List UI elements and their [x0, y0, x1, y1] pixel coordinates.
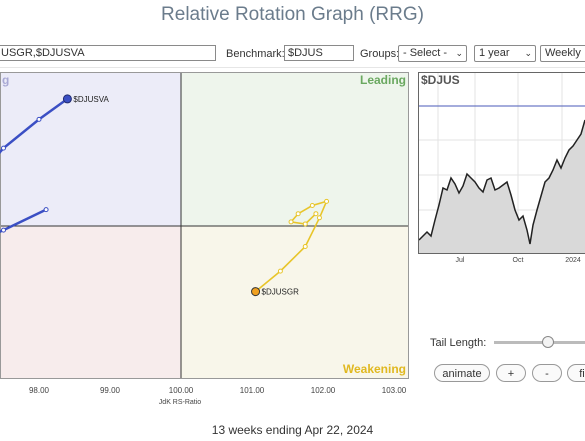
rrg-tail-point[interactable]	[302, 244, 308, 249]
benchmark-symbol: $DJUS	[421, 73, 460, 87]
rrg-tail-point[interactable]	[277, 268, 283, 274]
benchmark-chart: $DJUS Jul Oct 2024	[418, 72, 585, 264]
rrg-head-point[interactable]	[251, 287, 261, 297]
rrg-tail-point[interactable]	[295, 211, 301, 217]
rrg-x-ticks: 98.00 99.00 100.00 101.00 102.00 103.00	[29, 386, 407, 395]
benchmark-line	[418, 119, 585, 245]
tail-length-slider[interactable]	[494, 341, 585, 344]
rrg-tail-point[interactable]	[288, 219, 294, 225]
benchmark-x-tick-label: Oct	[513, 257, 524, 264]
weakening-quadrant	[181, 226, 409, 379]
rrg-tail-point[interactable]	[324, 198, 330, 204]
rrg-x-tick-label: 98.00	[29, 386, 50, 395]
improving-quadrant	[0, 72, 181, 226]
tail-length-label: Tail Length:	[430, 337, 487, 349]
rrg-plot[interactable]: g Leading Weakening $DJUSVA $DJUSGR	[0, 72, 409, 379]
rrg-tail-line	[0, 208, 47, 233]
rrg-tail-point[interactable]	[1, 145, 6, 151]
benchmark-label: Benchmark:	[226, 48, 285, 60]
lagging-quadrant	[0, 226, 181, 379]
chevron-down-icon: ⌄	[524, 48, 532, 58]
rrg-series-label: $DJUSVA	[73, 95, 109, 104]
chevron-down-icon: ⌄	[455, 48, 463, 58]
rrg-tail-point[interactable]	[316, 215, 322, 221]
rrg-x-axis-title: JdK RS-Ratio	[159, 399, 202, 406]
rrg-tail-point[interactable]	[302, 221, 308, 227]
weakening-label: Weakening	[343, 362, 406, 376]
rrg-tail-point[interactable]	[36, 116, 42, 122]
groups-label: Groups:	[360, 48, 400, 60]
rrg-tails: $DJUSVA $DJUSGR	[0, 94, 330, 297]
improving-label-fragment: g	[2, 73, 9, 87]
symbols-input[interactable]: USGR,$DJUSVA	[0, 45, 216, 61]
animate-button[interactable]: animate	[434, 364, 490, 382]
rrg-head-point[interactable]	[62, 94, 72, 104]
rrg-tail-point[interactable]	[43, 207, 49, 213]
rrg-tail-point[interactable]	[309, 203, 315, 208]
rrg-x-tick-label: 100.00	[169, 386, 194, 395]
benchmark-x-tick-label: Jul	[456, 257, 465, 264]
benchmark-input[interactable]: $DJUS	[284, 45, 354, 61]
rrg-tail-point[interactable]	[313, 211, 319, 217]
benchmark-x-tick-label: 2024	[565, 257, 581, 264]
rrg-x-tick-label: 99.00	[100, 386, 121, 395]
rrg-x-tick-label: 103.00	[382, 386, 407, 395]
zoom-in-button[interactable]: +	[496, 364, 526, 382]
tail-length-slider-thumb[interactable]	[542, 336, 554, 348]
period-select-value: 1 year	[479, 47, 510, 59]
rrg-tail-point[interactable]	[1, 227, 6, 233]
rrg-tail-line	[254, 200, 328, 293]
period-select[interactable]: 1 year ⌄	[474, 45, 536, 62]
period-caption: 13 weeks ending Apr 22, 2024	[211, 423, 374, 437]
leading-label: Leading	[360, 73, 406, 87]
groups-select[interactable]: - Select - ⌄	[398, 45, 467, 62]
groups-select-value: - Select -	[403, 47, 448, 59]
rrg-tail-line	[0, 97, 69, 155]
rrg-series-label: $DJUSGR	[262, 288, 300, 297]
rrg-frame	[0, 72, 409, 379]
benchmark-frame	[418, 72, 585, 254]
rrg-x-tick-label: 101.00	[240, 386, 265, 395]
frequency-select[interactable]: Weekly	[540, 45, 585, 62]
rrg-x-tick-label: 102.00	[311, 386, 336, 395]
page-title: Relative Rotation Graph (RRG)	[161, 4, 424, 25]
toolbar: USGR,$DJUSVA Benchmark: $DJUS Groups: - …	[0, 43, 585, 65]
frequency-select-value: Weekly	[545, 47, 581, 59]
zoom-out-button[interactable]: -	[532, 364, 562, 382]
leading-quadrant	[181, 72, 409, 226]
toolbar-divider	[0, 67, 585, 68]
fit-button[interactable]: fi	[567, 364, 585, 382]
benchmark-x-ticks: Jul Oct 2024	[456, 257, 581, 264]
